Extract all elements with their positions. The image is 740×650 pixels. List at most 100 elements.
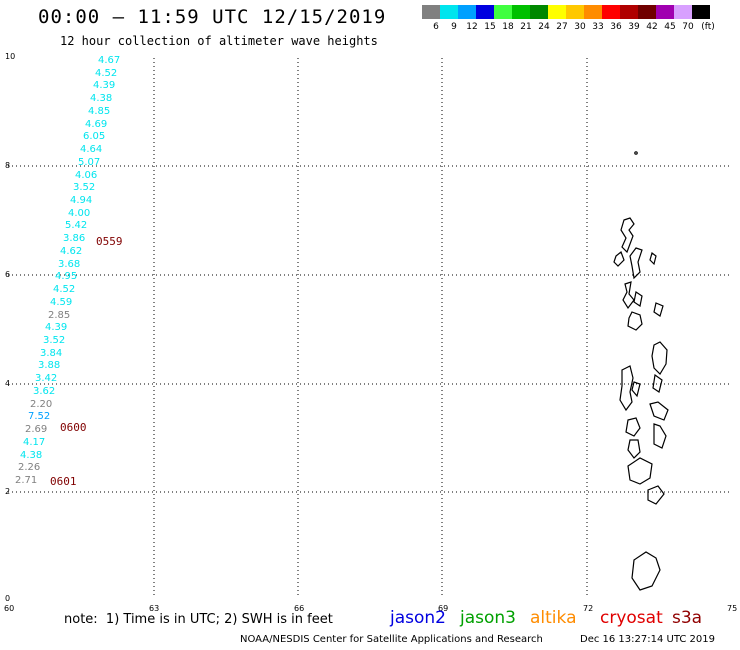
legend-swatch: [638, 5, 656, 19]
wave-height-label: 3.84: [40, 348, 63, 359]
map-subtitle: 12 hour collection of altimeter wave hei…: [60, 34, 378, 48]
island-outline: [622, 281, 635, 310]
wave-height-label: 3.68: [58, 259, 81, 270]
maldives-coastline: [613, 151, 669, 591]
legend-swatch: [620, 5, 638, 19]
legend-label: 24: [538, 22, 550, 32]
wave-height-label: 4.69: [85, 119, 108, 130]
legend-label: 39: [628, 22, 640, 32]
legend-swatch: [422, 5, 440, 19]
wave-height-label: 4.39: [45, 322, 68, 333]
legend-swatch: [458, 5, 476, 19]
legend-swatch: [674, 5, 692, 19]
wave-height-label: 4.62: [60, 246, 83, 257]
wave-height-label: 4.38: [90, 93, 113, 104]
legend-label: 9: [451, 22, 457, 32]
legend-label: 27: [556, 22, 568, 32]
lat-tick-label: 2: [5, 487, 11, 496]
lon-tick-label: 63: [149, 604, 160, 613]
lat-tick-label: 4: [5, 379, 11, 388]
legend-swatch: [440, 5, 458, 19]
wave-height-label: 4.67: [98, 55, 121, 66]
legend-swatch: [494, 5, 512, 19]
legend-label: 18: [502, 22, 514, 32]
wave-height-label: 4.52: [95, 68, 118, 79]
lon-tick-label: 60: [4, 604, 15, 613]
pass-time-label: 0600: [60, 421, 87, 434]
island-outline: [631, 381, 641, 398]
credit-text: NOAA/NESDIS Center for Satellite Applica…: [240, 634, 543, 645]
legend-label: 12: [466, 22, 478, 32]
wave-height-label: 2.71: [15, 475, 38, 486]
wave-height-label: 4.59: [50, 297, 73, 308]
legend-label: 36: [610, 22, 622, 32]
wave-height-label: 4.17: [23, 437, 46, 448]
footer-note: note: 1) Time is in UTC; 2) SWH is in fe…: [64, 612, 333, 627]
lon-tick-label: 66: [294, 604, 305, 613]
map-title: 00:00 – 11:59 UTC 12/15/2019: [38, 6, 387, 28]
legend-label: 45: [664, 22, 676, 32]
lat-tick-label: 8: [5, 161, 11, 170]
legend-swatch: [530, 5, 548, 19]
wave-height-label: 2.85: [48, 310, 71, 321]
wave-height-label: 3.88: [38, 360, 61, 371]
wave-height-label: 4.64: [80, 144, 103, 155]
island-outline: [649, 401, 669, 421]
wave-height-label: 5.42: [65, 220, 88, 231]
legend-swatch: [656, 5, 674, 19]
island-outline: [651, 341, 668, 375]
wave-height-label: 2.20: [30, 399, 53, 410]
lat-lon-grid: [8, 58, 732, 598]
island-outline: [631, 551, 661, 591]
legend-label: 70: [682, 22, 694, 32]
island-outline: [625, 417, 641, 437]
lon-tick-label: 75: [727, 604, 738, 613]
island-outline: [613, 251, 625, 267]
wave-height-label: 3.62: [33, 386, 56, 397]
island-outline: [627, 457, 653, 485]
generated-timestamp: Dec 16 13:27:14 UTC 2019: [580, 634, 715, 645]
wave-height-label: 7.52: [28, 411, 51, 422]
map-frame: [8, 58, 732, 598]
island-outline: [652, 373, 663, 393]
island-outline: [633, 291, 643, 307]
wave-height-label: 4.52: [53, 284, 76, 295]
island-outline: [634, 151, 638, 155]
lat-tick-label: 0: [5, 594, 11, 603]
legend-swatch: [476, 5, 494, 19]
legend-label: 33: [592, 22, 604, 32]
lat-tick-label: 6: [5, 270, 11, 279]
wave-height-label: 3.86: [63, 233, 86, 244]
satellite-s3a-label: s3a: [672, 608, 703, 628]
island-outline: [653, 302, 664, 317]
lon-tick-label: 69: [438, 604, 449, 613]
legend-label: 6: [433, 22, 439, 32]
wave-height-label: 4.95: [55, 271, 78, 282]
legend-swatch: [566, 5, 584, 19]
wave-height-label: 3.52: [43, 335, 66, 346]
wave-height-label: 4.94: [70, 195, 93, 206]
wave-height-label: 2.26: [18, 462, 41, 473]
legend-label: 15: [484, 22, 496, 32]
wave-height-label: 4.00: [68, 208, 91, 219]
legend-label: 21: [520, 22, 532, 32]
wave-height-label: 3.52: [73, 182, 96, 193]
island-outline: [649, 251, 657, 266]
island-outline: [619, 365, 634, 412]
satellite-jason3-label: jason3: [460, 608, 516, 628]
satellite-jason2-label: jason2: [390, 608, 446, 628]
legend-unit: (ft): [701, 22, 715, 32]
lon-tick-label: 72: [583, 604, 594, 613]
legend-swatch: [548, 5, 566, 19]
satellite-altika-label: altika: [530, 608, 577, 628]
satellite-cryosat-label: cryosat: [600, 608, 663, 628]
wave-height-label: 4.39: [93, 80, 116, 91]
wave-height-label: 5.07: [78, 157, 101, 168]
wave-height-label: 4.85: [88, 106, 111, 117]
pass-time-label: 0601: [50, 475, 77, 488]
lat-tick-label: 10: [5, 52, 16, 61]
wave-height-label: 4.06: [75, 170, 98, 181]
island-outline: [647, 485, 665, 505]
wave-height-label: 3.42: [35, 373, 58, 384]
